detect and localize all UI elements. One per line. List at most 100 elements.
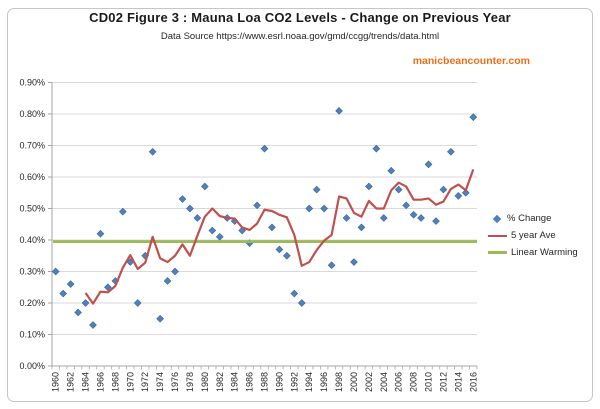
data-point-diamond (59, 289, 68, 298)
x-tick-label: 1974 (155, 372, 165, 392)
y-tick-label: 0.30% (19, 267, 45, 277)
legend-item-percent-change: % Change (488, 210, 578, 227)
data-point-diamond (387, 166, 396, 175)
x-tick-label: 2006 (394, 372, 404, 392)
data-point-diamond (372, 144, 381, 153)
x-tick-label: 2008 (409, 372, 419, 392)
x-tick-label: 1978 (185, 372, 195, 392)
x-tick-label: 1976 (170, 372, 180, 392)
x-tick-label: 1984 (230, 372, 240, 392)
data-point-diamond (283, 251, 291, 260)
data-point-diamond (186, 204, 194, 213)
y-tick-label: 0.20% (19, 298, 45, 308)
legend-label: 5 year Ave (511, 230, 556, 241)
x-tick-label: 1986 (245, 372, 255, 392)
x-tick-label: 1960 (51, 372, 61, 392)
x-tick-label: 1972 (140, 372, 150, 392)
legend-item-linear-warming: Linear Warming (488, 244, 578, 261)
legend-label: Linear Warming (511, 247, 578, 258)
data-point-diamond (335, 107, 343, 115)
data-point-diamond (342, 214, 351, 222)
x-tick-label: 1988 (260, 372, 270, 392)
green-line-marker-icon (488, 251, 507, 254)
data-point-diamond (89, 321, 97, 329)
red-line-marker-icon (488, 234, 507, 237)
data-point-diamond (74, 308, 82, 317)
y-tick-label: 0.70% (19, 141, 45, 151)
x-tick-label: 1962 (66, 372, 76, 392)
chart-subtitle: Data Source https://www.esrl.noaa.gov/gm… (160, 31, 440, 42)
x-tick-label: 1998 (334, 372, 344, 392)
data-point-diamond (469, 113, 478, 121)
data-point-diamond (275, 245, 284, 254)
y-tick-label: 0.40% (19, 235, 45, 245)
data-point-diamond (260, 144, 269, 153)
x-tick-label: 2004 (379, 372, 389, 392)
y-tick-label: 0.60% (19, 172, 45, 182)
data-point-diamond (208, 226, 217, 235)
data-point-diamond (171, 267, 179, 276)
legend-item-5-year-ave: 5 year Ave (488, 227, 578, 244)
data-point-diamond (290, 289, 299, 298)
data-point-diamond (439, 185, 448, 194)
y-tick-label: 0.80% (19, 109, 45, 119)
five-year-ave-line (84, 169, 475, 305)
data-point-diamond (297, 299, 306, 307)
data-point-diamond (365, 182, 373, 191)
x-tick-label: 1964 (81, 372, 91, 392)
x-tick-label: 1996 (319, 372, 329, 392)
chart-border-frame (7, 8, 593, 402)
data-point-diamond (156, 314, 164, 323)
x-tick-label: 2000 (349, 372, 359, 392)
data-point-diamond (178, 195, 187, 203)
data-point-diamond (238, 226, 246, 235)
y-tick-label: 0.90% (19, 78, 45, 88)
x-tick-label: 1966 (95, 372, 105, 392)
data-point-diamond (447, 147, 455, 156)
x-tick-label: 2016 (468, 372, 478, 392)
x-tick-label: 1970 (125, 372, 135, 392)
data-point-diamond (350, 258, 358, 266)
data-point-diamond (454, 192, 463, 200)
data-point-diamond (402, 201, 410, 210)
legend-label: % Change (507, 213, 552, 224)
data-point-diamond (96, 229, 105, 238)
data-point-diamond (432, 217, 440, 225)
x-tick-label: 1982 (215, 372, 225, 392)
watermark-text: manicbeancounter.com (412, 55, 530, 67)
data-point-diamond (394, 185, 403, 194)
data-point-diamond (104, 283, 112, 292)
data-point-diamond (327, 261, 336, 270)
data-point-diamond (163, 277, 172, 285)
x-tick-label: 2010 (424, 372, 434, 392)
chart-legend: % Change 5 year Ave Linear Warming (488, 210, 578, 261)
y-tick-label: 0.00% (19, 361, 45, 371)
data-point-diamond (66, 280, 75, 288)
y-tick-label: 0.50% (19, 204, 45, 214)
data-point-diamond (215, 233, 224, 241)
data-point-diamond (461, 188, 470, 197)
data-point-diamond (133, 299, 142, 307)
x-tick-label: 2012 (438, 372, 448, 392)
data-point-diamond (424, 160, 433, 169)
data-point-diamond (51, 267, 60, 276)
data-point-diamond (379, 214, 388, 222)
x-tick-label: 2002 (364, 372, 374, 392)
data-point-diamond (357, 223, 366, 232)
data-point-diamond (148, 147, 157, 156)
diamond-marker-icon (492, 214, 502, 223)
x-tick-label: 1980 (200, 372, 210, 392)
data-point-diamond (268, 223, 276, 232)
x-tick-label: 1990 (274, 372, 284, 392)
data-point-diamond (119, 207, 127, 216)
x-tick-label: 1968 (110, 372, 120, 392)
x-tick-label: 1992 (289, 372, 299, 392)
data-point-diamond (409, 210, 418, 219)
data-point-diamond (81, 299, 90, 307)
y-tick-label: 0.10% (19, 330, 45, 340)
x-tick-label: 1994 (304, 372, 314, 392)
data-point-diamond (312, 185, 321, 194)
data-point-diamond (320, 204, 328, 213)
